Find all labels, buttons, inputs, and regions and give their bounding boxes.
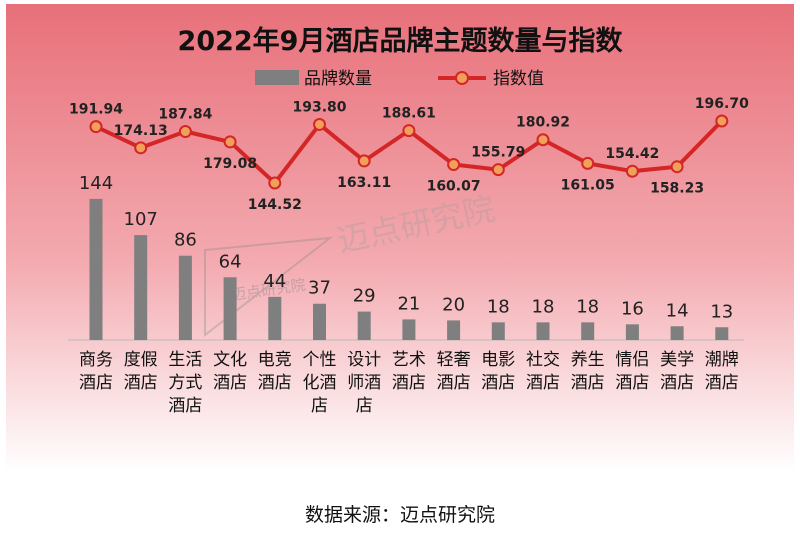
bar [581,322,595,340]
x-tick-label: 电竞酒店 [258,350,292,393]
line-value-label: 144.52 [248,197,302,213]
x-tick-label: 电影酒店 [481,350,515,393]
legend-bar-label: 品牌数量 [304,69,372,89]
category-labels: 商务酒店度假酒店生活方式酒店文化酒店电竞酒店个性化酒店设计师酒店艺术酒店轻奢酒店… [79,350,739,416]
x-tick-label: 潮牌酒店 [705,350,739,393]
bar-value-label: 21 [397,293,420,314]
line-value-label: 160.07 [427,179,481,195]
line-point [178,125,192,139]
bar-value-label: 18 [576,296,599,317]
bar-value-label: 29 [353,286,376,307]
line-value-label: 163.11 [337,175,391,191]
legend-bar-swatch [255,70,299,85]
line-point [268,176,282,190]
line-point [223,135,237,149]
line-value-label: 155.79 [471,145,525,161]
line-point [89,120,103,134]
bar-value-label: 13 [710,301,733,322]
line-value-label: 158.23 [650,181,704,197]
x-tick-label: 轻奢酒店 [437,350,471,393]
bar-value-labels: 144 107 86 64 44 37 29 21 20 18 18 18 16 14 13 [79,173,733,322]
bar-value-label: 16 [621,298,644,319]
bar-value-label: 44 [263,271,286,292]
x-tick-label: 文化酒店 [213,350,247,393]
bar-value-label: 64 [219,251,242,272]
bar [134,235,148,340]
line-point [625,164,639,178]
bar-value-label: 14 [666,300,689,321]
bar-value-label: 18 [532,296,555,317]
line-value-label: 196.70 [695,96,749,112]
bar-value-label: 107 [124,209,158,230]
line-point [491,163,505,177]
x-tick-label: 美学酒店 [660,350,694,393]
line-series [89,114,729,190]
line-value-label: 187.84 [158,107,212,123]
bar [447,320,461,340]
x-tick-label: 个性化酒店 [303,350,337,416]
bar [670,326,684,340]
line-point [581,156,595,170]
line-value-label: 179.08 [203,156,257,172]
line-point [447,158,461,172]
bar [625,324,639,340]
bar [178,255,192,340]
bar-series [89,198,729,340]
bar [268,296,282,340]
x-tick-label: 艺术酒店 [392,350,426,393]
bar-value-label: 20 [442,294,465,315]
bar [402,319,416,340]
line-point [134,141,148,155]
bar [715,327,729,340]
line-point [536,133,550,147]
line-point [402,124,416,138]
x-tick-label: 养生酒店 [571,350,605,393]
line-point [670,160,684,174]
bar [89,198,103,340]
line-value-label: 154.42 [605,146,659,162]
bar [491,322,505,340]
line-value-label: 188.61 [382,106,436,122]
bar-value-label: 86 [174,230,197,251]
line-point [313,117,326,131]
x-tick-label: 设计师酒店 [347,350,381,416]
line-value-label: 193.80 [292,99,346,115]
bar-value-label: 144 [79,173,113,194]
bar-value-label: 18 [487,296,510,317]
line-point [357,154,371,168]
bar-value-label: 37 [308,278,331,299]
x-tick-label: 商务酒店 [79,350,113,393]
x-tick-label: 社交酒店 [526,350,560,393]
line-value-label: 191.94 [69,102,123,118]
x-tick-label: 情侣酒店 [615,350,649,393]
legend: 品牌数量 指数值 [255,69,544,89]
x-tick-label: 生活方式酒店 [168,350,202,416]
x-tick-label: 度假酒店 [124,350,158,393]
chart-title: 2022年9月酒店品牌主题数量与指数 [178,25,624,57]
bar [223,277,237,340]
line-value-label: 180.92 [516,115,570,131]
legend-line-label: 指数值 [493,69,544,89]
line-value-label: 161.05 [561,177,615,193]
bar [536,322,550,340]
bar [357,311,371,340]
source-note: 数据来源：迈点研究院 [304,504,495,526]
line-value-label: 174.13 [114,123,168,139]
legend-line-marker [455,71,469,85]
line-point [715,114,729,128]
watermark-logo-icon [204,236,334,338]
bar [313,303,326,340]
